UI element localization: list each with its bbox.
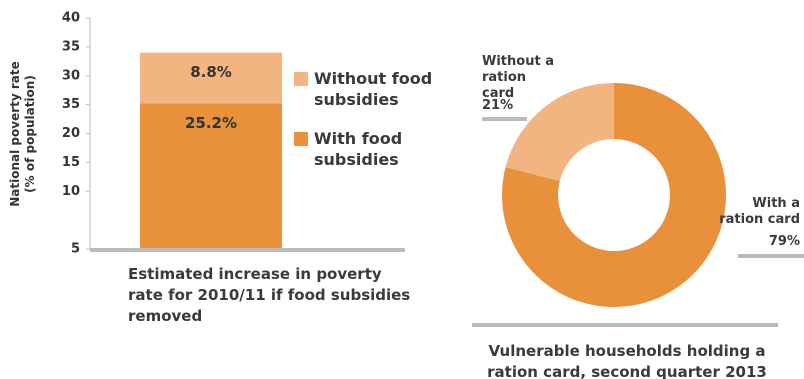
value-label: 25.2% [185, 114, 237, 132]
y-tick-label: 15 [62, 155, 80, 170]
y-axis-label-line: National poverty rate [8, 61, 22, 207]
slice-value: 79% [768, 234, 800, 249]
y-axis-label: National poverty rate(% of population) [8, 61, 37, 207]
value-label: 8.8% [190, 63, 232, 81]
y-tick-label: 35 [62, 97, 80, 112]
bar-segment [140, 52, 282, 104]
y-tick-label: 10 [62, 184, 80, 199]
legend-swatch [294, 72, 308, 86]
y-tick-label: 20 [62, 126, 80, 141]
y-tick-label: 40 [62, 11, 80, 26]
y-tick-label: 5 [71, 242, 80, 257]
y-tick-label: 30 [62, 68, 80, 83]
legend-swatch [294, 132, 308, 146]
legend-label: Without food subsidies [314, 69, 433, 109]
bar-segment [140, 103, 282, 249]
donut-segment [502, 83, 726, 307]
chart-caption: Estimated increase in poverty rate for 2… [128, 265, 411, 325]
donut-segment [505, 83, 614, 182]
chart-caption: Vulnerable households holding a ration c… [487, 342, 767, 379]
slice-label: Without a ration card [482, 54, 554, 101]
y-axis-label-line: (% of population) [23, 75, 37, 193]
legend-label: With food subsidies [314, 129, 403, 169]
slice-label: With a ration card [719, 196, 800, 227]
y-tick-label: 35 [62, 39, 80, 54]
slice-value: 21% [482, 98, 514, 113]
